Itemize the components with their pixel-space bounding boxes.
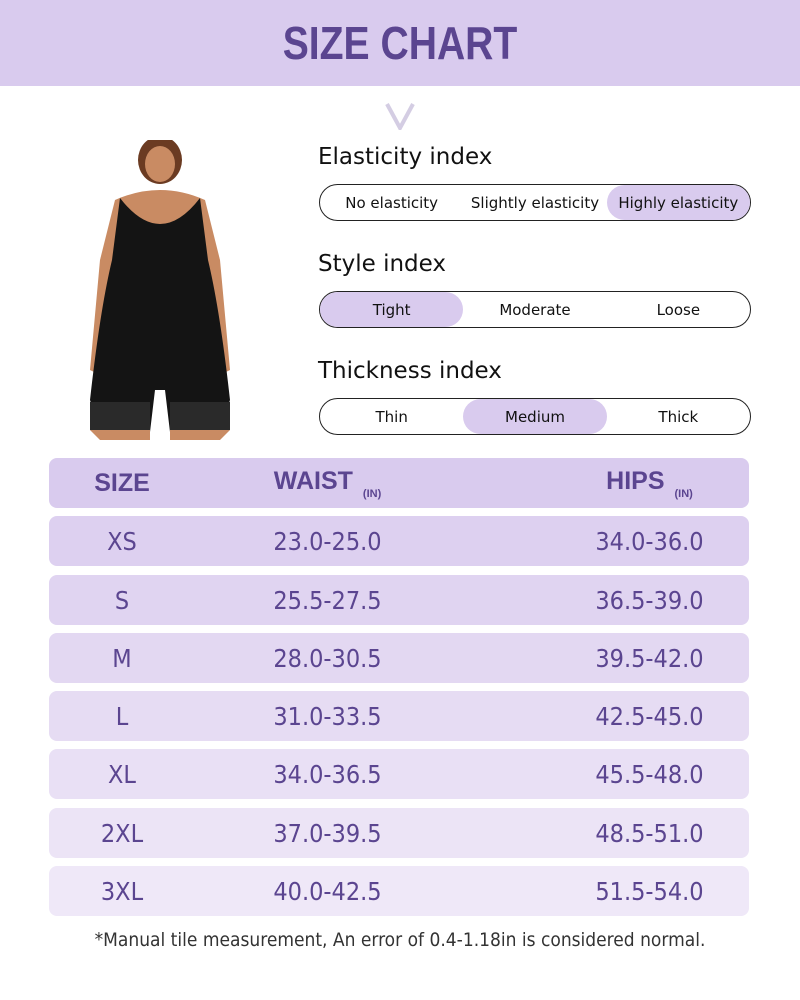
- option-loose: Loose: [656, 300, 701, 319]
- cell-size: M: [112, 643, 132, 673]
- page-title: SIZE CHART: [282, 17, 518, 69]
- title-banner: SIZE CHART: [0, 0, 800, 86]
- option-thin: Thin: [375, 407, 408, 426]
- cell-hips: 45.5-48.0: [595, 759, 704, 789]
- option-medium: Medium: [463, 399, 607, 434]
- cell-waist: 34.0-36.5: [273, 759, 382, 789]
- option-slightly-elasticity: Slightly elasticity: [470, 193, 600, 212]
- thickness-index-title: Thickness index: [318, 358, 502, 384]
- header-hips-unit: (IN): [674, 487, 693, 500]
- header-hips-label: HIPS: [606, 466, 665, 495]
- chevron-down-icon: [385, 103, 415, 130]
- cell-waist: 40.0-42.5: [273, 876, 382, 906]
- cell-hips: 51.5-54.0: [595, 876, 704, 906]
- option-no-elasticity: No elasticity: [345, 193, 439, 212]
- product-photo: [90, 140, 230, 440]
- elasticity-selector: No elasticity Slightly elasticity Highly…: [319, 184, 751, 221]
- cell-size: 2XL: [100, 818, 144, 848]
- table-row: 3XL 40.0-42.5 51.5-54.0: [49, 866, 749, 916]
- cell-waist: 23.0-25.0: [273, 526, 382, 556]
- option-tight: Tight: [320, 292, 464, 327]
- table-row: L 31.0-33.5 42.5-45.0: [49, 691, 749, 741]
- cell-hips: 36.5-39.0: [595, 585, 704, 615]
- cell-hips: 34.0-36.0: [595, 526, 704, 556]
- thickness-selector: Thin Medium Thick: [319, 398, 751, 435]
- table-row: XL 34.0-36.5 45.5-48.0: [49, 749, 749, 799]
- cell-waist: 25.5-27.5: [273, 585, 382, 615]
- cell-hips: 48.5-51.0: [595, 818, 704, 848]
- cell-hips: 42.5-45.0: [595, 701, 704, 731]
- measurement-note: *Manual tile measurement, An error of 0.…: [94, 929, 706, 951]
- cell-size: XL: [108, 759, 136, 789]
- table-row: 2XL 37.0-39.5 48.5-51.0: [49, 808, 749, 858]
- header-waist: WAIST (IN): [195, 467, 460, 500]
- header-waist-unit: (IN): [362, 487, 382, 500]
- cell-size: XS: [107, 526, 137, 556]
- cell-waist: 28.0-30.5: [273, 643, 382, 673]
- cell-hips: 39.5-42.0: [595, 643, 704, 673]
- cell-size: S: [114, 585, 130, 615]
- option-moderate: Moderate: [499, 300, 571, 319]
- style-index-title: Style index: [318, 251, 447, 277]
- style-selector: Tight Moderate Loose: [319, 291, 751, 328]
- elasticity-index-title: Elasticity index: [318, 144, 493, 170]
- option-highly-elasticity: Highly elasticity: [606, 185, 750, 220]
- table-row: XS 23.0-25.0 34.0-36.0: [49, 516, 749, 566]
- cell-size: L: [115, 701, 129, 731]
- header-size: SIZE: [94, 468, 150, 497]
- table-header: SIZE WAIST (IN) HIPS (IN): [49, 458, 749, 508]
- cell-size: 3XL: [100, 876, 144, 906]
- cell-waist: 37.0-39.5: [273, 818, 382, 848]
- header-hips: HIPS (IN): [460, 467, 749, 500]
- header-waist-label: WAIST: [273, 466, 353, 495]
- table-row: M 28.0-30.5 39.5-42.0: [49, 633, 749, 683]
- cell-waist: 31.0-33.5: [273, 701, 382, 731]
- option-thick: Thick: [658, 407, 699, 426]
- table-row: S 25.5-27.5 36.5-39.0: [49, 575, 749, 625]
